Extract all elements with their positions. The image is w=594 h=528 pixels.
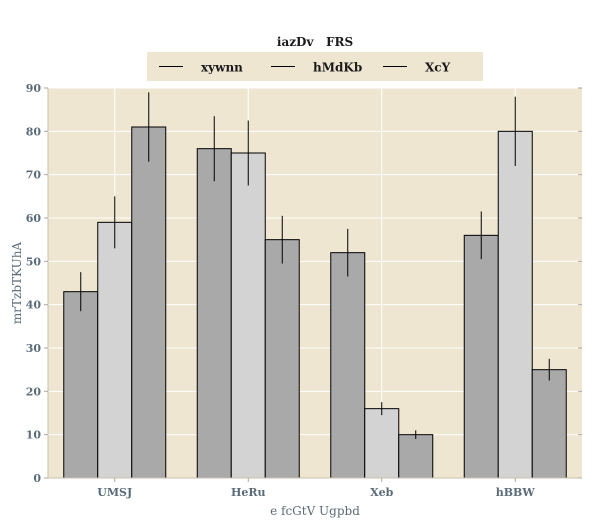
x-axis-label: e fcGtV Ugpbd	[270, 504, 360, 518]
bar-xywnn-hBBW	[463, 234, 499, 479]
bar-xywnn-HeRu	[196, 148, 232, 479]
y-tick-label: 90	[26, 82, 42, 95]
y-tick-label: 50	[26, 255, 42, 268]
bar-XcY-HeRu	[264, 239, 300, 479]
bar-xywnn-Xeb	[330, 252, 366, 479]
error-bars	[80, 92, 550, 439]
bar-XcY-UMSJ	[131, 126, 167, 479]
legend-label-XcY: XcY	[425, 61, 451, 75]
legend-label-xywnn: xywnn	[201, 61, 243, 75]
bar-hMdKb-Xeb	[364, 408, 400, 479]
bar-xywnn-UMSJ	[63, 291, 99, 479]
y-tick-label: 30	[26, 342, 42, 355]
legend-label-hMdKb: hMdKb	[313, 61, 362, 75]
y-tick-label: 70	[26, 169, 42, 182]
y-tick-label: 40	[26, 299, 42, 312]
bar-XcY-hBBW	[531, 369, 567, 479]
bar-XcY-Xeb	[398, 434, 434, 479]
x-tick-label: Xeb	[370, 486, 394, 499]
x-tick-label: HeRu	[231, 486, 266, 499]
axes: 0 10 20 30 40 50 60 70 80 90 UMSJ HeRu Xeb hBBW	[26, 82, 582, 499]
y-tick-label: 20	[26, 385, 42, 398]
chart-title: iazDv FRS	[277, 35, 353, 49]
y-tick-label: 60	[26, 212, 42, 225]
bar-hMdKb-HeRu	[230, 152, 266, 479]
y-tick-label: 10	[26, 429, 42, 442]
bars	[63, 126, 567, 479]
legend: xywnn hMdKb XcY	[147, 52, 483, 81]
legend-box	[147, 52, 483, 81]
bar-hMdKb-UMSJ	[97, 221, 133, 479]
y-tick-label: 0	[33, 472, 41, 485]
y-tick-label: 80	[26, 125, 42, 138]
y-axis-label: mrTzbTKUhA	[10, 242, 24, 325]
x-tick-label: UMSJ	[97, 486, 132, 499]
bar-hMdKb-hBBW	[497, 130, 533, 479]
x-tick-label: hBBW	[496, 486, 536, 499]
